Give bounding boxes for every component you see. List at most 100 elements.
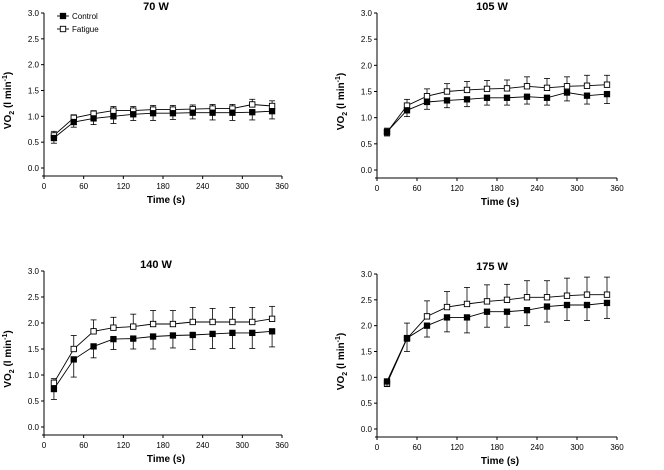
data-point: [463, 314, 471, 321]
y-label-close: ): [336, 333, 347, 336]
data-point: [249, 101, 256, 108]
data-point: [383, 378, 391, 385]
data-point: [249, 329, 256, 337]
x-tick-label: 360: [275, 441, 289, 450]
chart-panel-2: 105 W 0.0 0.5 1.0 1.5 2.0 2.5 3.0 0 60 120 180 240 30…: [335, 1, 624, 208]
data-point: [603, 299, 611, 307]
data-point: [110, 324, 117, 331]
y-label-main: VO: [336, 376, 347, 391]
y-tick-label: 0.5: [28, 397, 40, 406]
data-point: [563, 83, 571, 90]
y-tick-label: 2.5: [361, 35, 373, 44]
y-label-unit: (l min: [3, 340, 14, 369]
y-tick-label: 2.5: [28, 35, 40, 44]
chart-title: 140 W: [140, 259, 172, 271]
data-point: [383, 128, 391, 135]
data-point: [523, 294, 531, 301]
y-tick-label: 0.5: [361, 140, 373, 149]
data-point: [130, 323, 137, 330]
data-point: [543, 84, 551, 91]
x-tick-label: 180: [490, 184, 504, 193]
y-axis-label: VO2 (l min-1): [335, 73, 349, 130]
y-tick-label: 1.0: [28, 112, 40, 121]
data-point: [189, 109, 196, 116]
data-point: [523, 83, 531, 90]
x-tick-label: 360: [275, 182, 289, 191]
data-point: [229, 109, 236, 116]
y-label-main: VO: [336, 116, 347, 131]
data-point: [503, 85, 511, 92]
x-axis-label: Time (s): [481, 456, 519, 467]
data-point: [169, 320, 177, 328]
chart-title: 105 W: [476, 1, 508, 13]
x-tick-label: 300: [236, 441, 250, 450]
data-point: [70, 356, 77, 363]
data-point: [443, 88, 451, 95]
data-point: [583, 301, 591, 309]
series-line: [53, 318, 273, 384]
data-point: [423, 313, 431, 320]
y-axis-label: VO2 (l min-1): [335, 333, 349, 390]
data-point: [483, 298, 491, 305]
y-label-unit: (l min: [3, 81, 14, 110]
data-point: [443, 97, 451, 104]
chart-panel-1: 70 W 0.0 0.5 1.0 1.5 2.0 2.5 3.0 0 60 120 180 240 300…: [2, 1, 289, 206]
series-control: [50, 108, 276, 144]
y-tick-label: 2.0: [361, 322, 373, 331]
series-control: [383, 299, 611, 388]
data-point: [443, 314, 451, 321]
data-point: [90, 328, 97, 335]
series-line: [53, 330, 273, 390]
data-point: [229, 318, 236, 326]
series-fatigue: [50, 98, 276, 139]
x-tick-label: 120: [450, 184, 464, 193]
y-tick-label: 2.0: [28, 319, 40, 328]
data-point: [70, 118, 77, 126]
data-point: [249, 318, 256, 326]
data-point: [110, 107, 117, 114]
x-tick-label: 60: [79, 441, 88, 450]
data-point: [149, 333, 157, 340]
legend: Control Fatigue: [57, 12, 99, 34]
series-fatigue: [50, 305, 276, 386]
x-tick-label: 300: [570, 443, 584, 452]
y-tick-label: 1.0: [28, 371, 40, 380]
series-fatigue: [383, 74, 611, 136]
series-line: [53, 104, 273, 136]
data-point: [229, 329, 236, 337]
y-tick-label: 2.5: [361, 296, 373, 305]
y-axis-label: VO2 (l min-1): [2, 330, 16, 387]
y-tick-label: 1.5: [361, 348, 373, 357]
data-point: [403, 107, 411, 114]
data-point: [503, 94, 511, 101]
x-tick-label: 60: [413, 443, 422, 452]
data-point: [149, 110, 157, 117]
y-label-exponent: -1: [2, 334, 9, 340]
y-tick-label: 1.5: [361, 88, 373, 97]
data-point: [423, 93, 431, 100]
data-point: [268, 315, 276, 322]
y-tick-label: 3.0: [28, 267, 40, 276]
data-point: [268, 108, 276, 115]
data-point: [543, 294, 551, 301]
data-point: [603, 81, 611, 88]
data-point: [563, 292, 571, 299]
y-tick-label: 3.0: [28, 9, 40, 18]
x-tick-label: 300: [236, 182, 250, 191]
x-tick-label: 120: [117, 182, 131, 191]
legend-marker-control: [59, 12, 67, 20]
x-axis-label: Time (s): [147, 195, 185, 206]
y-label-subscript: 2: [342, 372, 349, 376]
x-tick-label: 300: [570, 184, 584, 193]
y-tick-label: 2.5: [28, 293, 40, 302]
data-point: [543, 303, 551, 310]
data-point: [463, 86, 471, 94]
x-tick-label: 60: [413, 184, 422, 193]
series-control: [50, 328, 276, 400]
x-tick-label: 180: [490, 443, 504, 452]
y-label-main: VO: [3, 115, 14, 130]
y-tick-label: 0.0: [28, 423, 40, 432]
x-tick-label: 240: [196, 441, 210, 450]
chart-panel-3: 140 W 0.0 0.5 1.0 1.5 2.0 2.5 3.0 0 60 120 180 240 30…: [2, 259, 289, 465]
